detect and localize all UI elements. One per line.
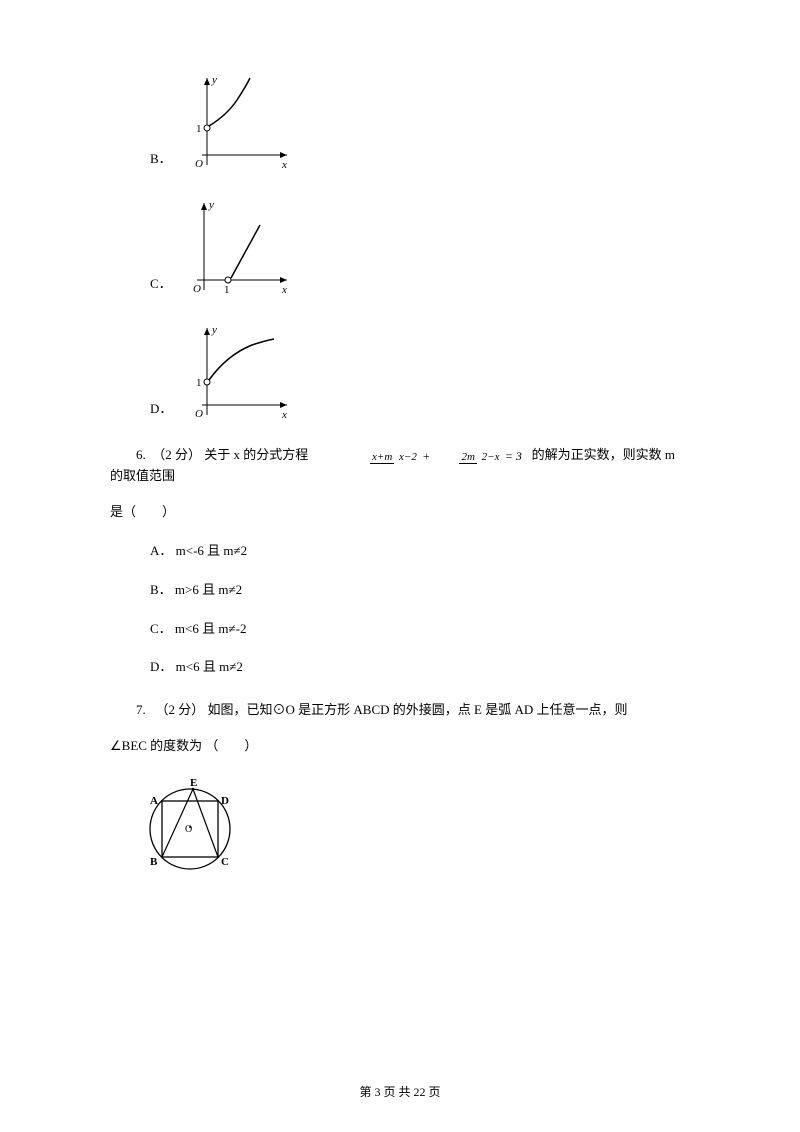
page-footer: 第 3 页 共 22 页 — [0, 1083, 800, 1102]
svg-text:y: y — [211, 74, 217, 86]
q6-equation: x+m x−2 + 2m 2−x = 3 — [318, 446, 522, 467]
q7-points: （2 分） — [156, 702, 205, 717]
q6-points: （2 分） — [152, 447, 201, 462]
option-d-label: D． — [150, 399, 172, 425]
q6-line2: 是（ ） — [110, 502, 690, 523]
q6-option-a: A． m<-6 且 m≠2 — [150, 541, 690, 562]
q6-option-d: D． m<6 且 m≠2 — [150, 657, 690, 678]
option-b-label: B． — [150, 149, 172, 175]
footer-suffix: 页 — [429, 1085, 441, 1099]
svg-text:O: O — [195, 158, 203, 170]
question-7: 7. （2 分） 如图，已知⊙O 是正方形 ABCD 的外接圆，点 E 是弧 A… — [110, 700, 690, 721]
svg-text:1: 1 — [224, 284, 230, 296]
graph-d: O x y 1 — [182, 320, 297, 425]
svg-text:B: B — [150, 856, 158, 868]
q7-text-line2: ∠BEC 的度数为 （ ） — [110, 736, 690, 757]
footer-prefix: 第 — [359, 1085, 371, 1099]
svg-text:1: 1 — [196, 123, 202, 135]
svg-text:O: O — [193, 283, 201, 295]
svg-text:x: x — [281, 159, 287, 171]
graph-c: O x y 1 — [182, 195, 297, 300]
q6-option-b: B． m>6 且 m≠2 — [150, 580, 690, 601]
q6-text-before: 关于 x 的分式方程 — [204, 447, 308, 462]
option-d-row: D． O x y 1 — [150, 320, 690, 425]
svg-text:x: x — [281, 409, 287, 421]
q6-number: 6. — [136, 447, 146, 462]
svg-text:y: y — [211, 324, 217, 336]
q7-figure-wrap: O A D B C E — [135, 777, 690, 877]
svg-text:E: E — [190, 777, 197, 789]
footer-total: 22 — [414, 1085, 426, 1099]
q7-figure: O A D B C E — [135, 777, 245, 877]
svg-text:C: C — [221, 856, 229, 868]
option-c-row: C． O x y 1 — [150, 195, 690, 300]
q7-text-line1: 如图，已知⊙O 是正方形 ABCD 的外接圆，点 E 是弧 AD 上任意一点，则 — [208, 702, 628, 717]
q6-t1-den: x−2 — [397, 451, 419, 463]
graph-b: O x y 1 — [182, 70, 297, 175]
svg-text:O: O — [185, 824, 192, 835]
footer-page: 3 — [374, 1085, 380, 1099]
svg-text:x: x — [281, 284, 287, 296]
q6-option-c: C． m<6 且 m≠-2 — [150, 619, 690, 640]
q7-number: 7. — [136, 702, 146, 717]
page-content: B． O x y 1 C． O x y — [0, 0, 800, 937]
svg-text:y: y — [208, 199, 214, 211]
q6-t1-num: x+m — [370, 451, 394, 464]
q6-t2-num: 2m — [459, 451, 476, 464]
svg-text:O: O — [195, 408, 203, 420]
svg-text:1: 1 — [196, 377, 202, 389]
q6-t2-den: 2−x — [480, 451, 502, 463]
svg-text:A: A — [150, 795, 158, 807]
option-c-label: C． — [150, 274, 172, 300]
svg-text:D: D — [221, 795, 229, 807]
footer-mid: 页 共 — [383, 1085, 410, 1099]
q6-eq: = 3 — [505, 449, 522, 463]
option-b-row: B． O x y 1 — [150, 70, 690, 175]
question-6: 6. （2 分） 关于 x 的分式方程 x+m x−2 + 2m 2−x = 3… — [110, 445, 690, 487]
q6-plus: + — [422, 449, 430, 463]
